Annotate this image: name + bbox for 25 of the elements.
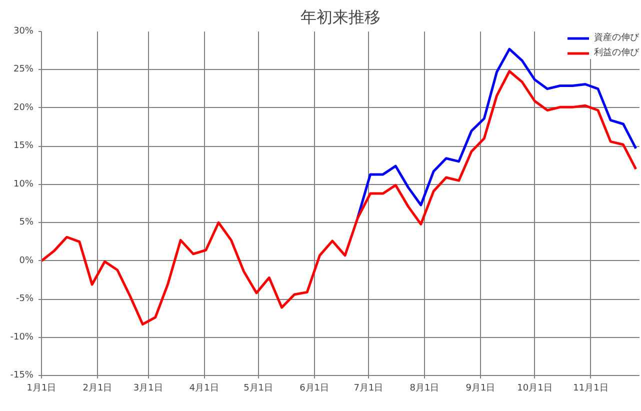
x-tick-label: 4月1日 (189, 384, 219, 394)
x-tick-label: 3月1日 (133, 384, 163, 394)
line-series (356, 48, 638, 220)
x-tick-label: 5月1日 (244, 384, 274, 394)
x-tick-label: 11月1日 (573, 384, 608, 394)
y-tick-label: 0% (19, 256, 34, 266)
x-tick-label: 1月1日 (26, 384, 56, 394)
y-tick-label: -5% (16, 294, 34, 304)
y-tick-label: -10% (10, 332, 34, 342)
y-tick-label: -15% (10, 370, 34, 380)
x-tick-label: 10月1日 (517, 384, 552, 394)
y-tick-label: 25% (13, 64, 34, 75)
chart-title: 年初来推移 (300, 8, 380, 26)
x-tick-label: 7月1日 (354, 384, 384, 394)
x-tick-label: 6月1日 (300, 384, 330, 394)
y-tick-label: 5% (19, 218, 34, 228)
x-tick-label: 8月1日 (410, 384, 440, 394)
legend-label: 資産の伸び (594, 32, 639, 44)
legend-label: 利益の伸び (594, 46, 639, 59)
y-tick-label: 15% (13, 141, 34, 152)
y-tick-label: 10% (13, 179, 34, 190)
y-tick-label: 30% (13, 26, 34, 36)
y-tick-label: 20% (13, 102, 34, 113)
x-tick-label: 2月1日 (82, 384, 112, 394)
x-tick-label: 9月1日 (466, 384, 496, 394)
